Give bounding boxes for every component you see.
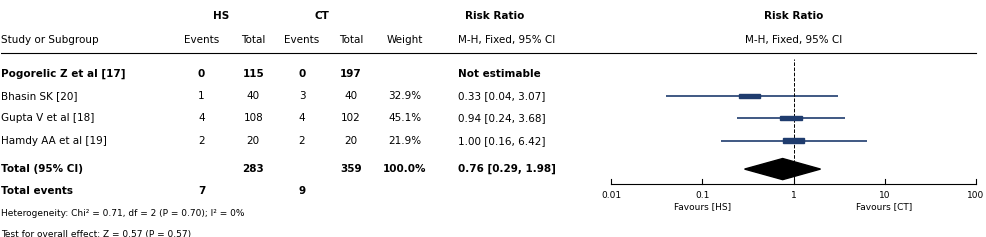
Text: 7: 7 [198,187,205,196]
Text: 0: 0 [198,68,205,78]
Text: 4: 4 [198,113,205,123]
Text: Events: Events [284,35,319,45]
Text: 1: 1 [198,91,205,101]
Text: Study or Subgroup: Study or Subgroup [1,35,99,45]
Text: Hamdy AA et al [19]: Hamdy AA et al [19] [1,136,107,146]
Text: 1.00 [0.16, 6.42]: 1.00 [0.16, 6.42] [458,136,545,146]
Text: 20: 20 [344,136,357,146]
Text: Events: Events [183,35,219,45]
Text: Total: Total [338,35,363,45]
Text: 2: 2 [299,136,306,146]
Text: 1: 1 [791,191,797,201]
Text: 9: 9 [299,187,306,196]
Text: 3: 3 [299,91,306,101]
Text: Risk Ratio: Risk Ratio [764,11,823,21]
Text: Weight: Weight [387,35,423,45]
Polygon shape [744,159,820,180]
Text: 2: 2 [198,136,205,146]
Text: Not estimable: Not estimable [458,68,541,78]
FancyBboxPatch shape [780,116,802,120]
Text: Bhasin SK [20]: Bhasin SK [20] [1,91,78,101]
Text: 10: 10 [879,191,890,201]
Text: 0.94 [0.24, 3.68]: 0.94 [0.24, 3.68] [458,113,546,123]
Text: 40: 40 [344,91,357,101]
Text: Pogorelic Z et al [17]: Pogorelic Z et al [17] [1,68,126,79]
Text: 0.1: 0.1 [695,191,710,201]
Text: Total events: Total events [1,187,73,196]
Text: 4: 4 [299,113,306,123]
Text: 0: 0 [299,68,306,78]
Text: 20: 20 [246,136,259,146]
Text: 115: 115 [243,68,264,78]
Text: 21.9%: 21.9% [387,136,421,146]
Text: Gupta V et al [18]: Gupta V et al [18] [1,113,95,123]
Text: 283: 283 [243,164,264,174]
Text: 359: 359 [340,164,362,174]
Text: 100.0%: 100.0% [383,164,426,174]
Text: 0.33 [0.04, 3.07]: 0.33 [0.04, 3.07] [458,91,545,101]
Text: HS: HS [213,11,229,21]
Text: 108: 108 [244,113,263,123]
FancyBboxPatch shape [739,94,760,98]
Text: CT: CT [315,11,329,21]
Text: M-H, Fixed, 95% CI: M-H, Fixed, 95% CI [458,35,555,45]
FancyBboxPatch shape [783,138,805,143]
Text: Test for overall effect: Z = 0.57 (P = 0.57): Test for overall effect: Z = 0.57 (P = 0… [1,230,191,237]
Text: 102: 102 [341,113,361,123]
Text: 45.1%: 45.1% [387,113,421,123]
Text: 40: 40 [246,91,259,101]
Text: Favours [CT]: Favours [CT] [857,203,913,212]
Text: 0.01: 0.01 [601,191,621,201]
Text: M-H, Fixed, 95% CI: M-H, Fixed, 95% CI [744,35,842,45]
Text: Favours [HS]: Favours [HS] [673,203,731,212]
Text: Total (95% CI): Total (95% CI) [1,164,84,174]
Text: 197: 197 [340,68,362,78]
Text: 0.76 [0.29, 1.98]: 0.76 [0.29, 1.98] [458,164,556,174]
Text: Risk Ratio: Risk Ratio [464,11,524,21]
Text: Heterogeneity: Chi² = 0.71, df = 2 (P = 0.70); I² = 0%: Heterogeneity: Chi² = 0.71, df = 2 (P = … [1,209,245,218]
Text: Total: Total [241,35,265,45]
Text: 32.9%: 32.9% [387,91,421,101]
Text: 100: 100 [967,191,984,201]
